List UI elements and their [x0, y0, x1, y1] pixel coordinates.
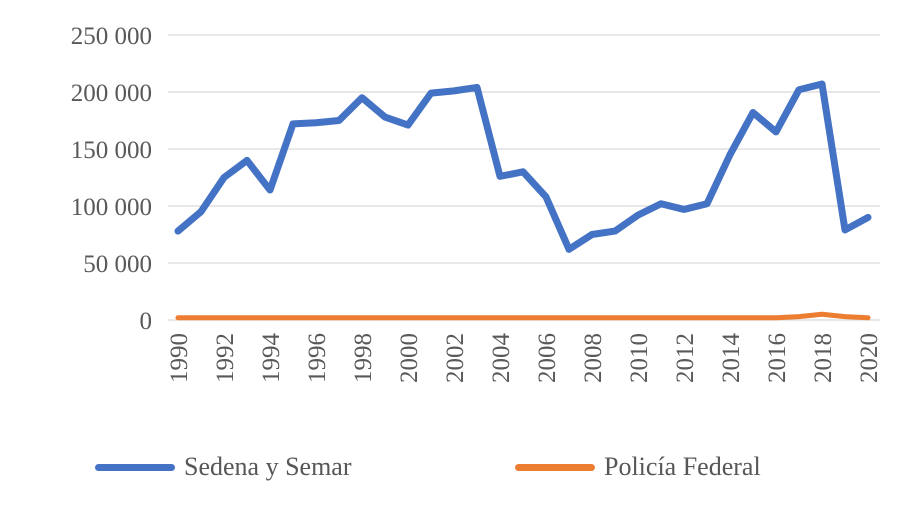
- y-tick-label: 250 000: [71, 23, 152, 50]
- y-tick-label: 0: [140, 308, 153, 335]
- chart-legend: Sedena y Semar Policía Federal: [0, 449, 900, 485]
- x-tick-label: 1990: [166, 333, 193, 383]
- x-tick-label: 2012: [672, 333, 699, 383]
- x-tick-label: 2016: [764, 333, 791, 383]
- plot-area: 0 50 000 100 000 150 000 200 000 250 000 1990 1…: [71, 23, 883, 384]
- x-tick-label: 2002: [442, 333, 469, 383]
- legend-label-sedena: Sedena y Semar: [184, 452, 352, 481]
- x-tick-label: 2018: [810, 333, 837, 383]
- x-tick-label: 1996: [304, 333, 331, 383]
- x-tick-label: 2006: [534, 333, 561, 383]
- x-tick-label: 2014: [718, 333, 745, 384]
- y-tick-label: 200 000: [71, 80, 152, 107]
- policia-line-swatch: [515, 463, 595, 471]
- x-tick-label: 2000: [396, 333, 423, 383]
- x-tick-label: 2020: [856, 333, 883, 383]
- x-tick-label: 2008: [580, 333, 607, 383]
- legend-item-sedena: Sedena y Semar: [95, 449, 352, 485]
- series-line-sedena: [174, 80, 872, 253]
- x-tick-label: 1992: [212, 333, 239, 383]
- y-tick-label: 100 000: [71, 194, 152, 221]
- y-tick-label: 150 000: [71, 137, 152, 164]
- x-tick-label: 1998: [350, 333, 377, 383]
- legend-label-policia: Policía Federal: [604, 452, 761, 481]
- series-line-policia: [175, 311, 871, 321]
- x-tick-label: 1994: [258, 333, 285, 384]
- sedena-line-swatch: [95, 463, 175, 471]
- legend-item-policia: Policía Federal: [515, 449, 761, 485]
- y-tick-label: 50 000: [83, 251, 152, 278]
- x-tick-label: 2010: [626, 333, 653, 383]
- x-tick-label: 2004: [488, 333, 515, 384]
